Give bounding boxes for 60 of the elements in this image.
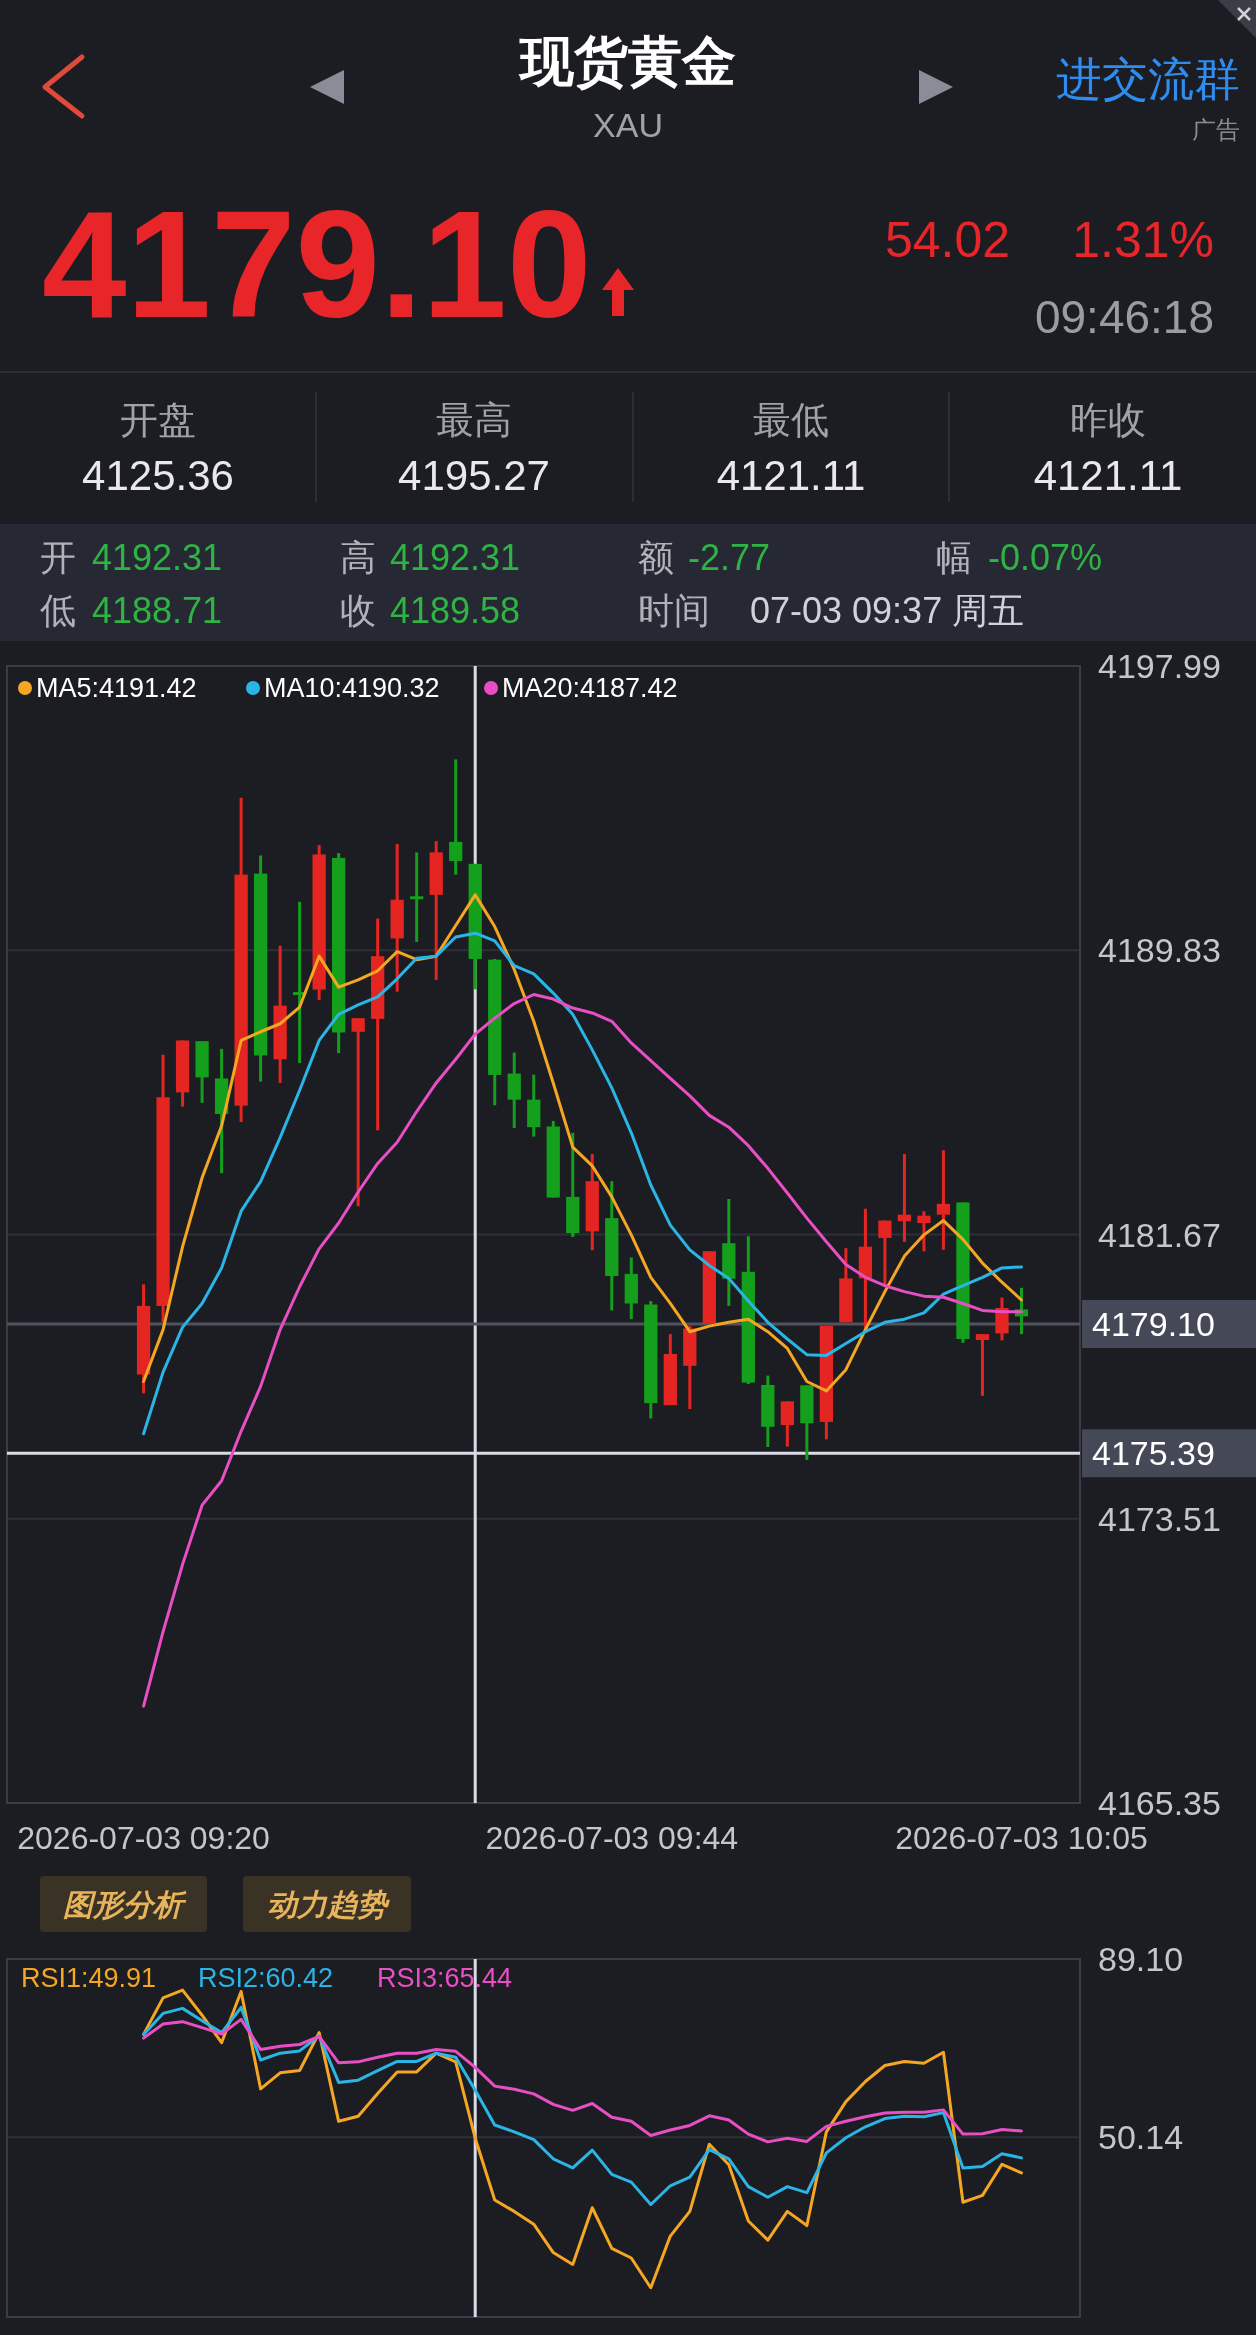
text: 4189.58	[390, 590, 521, 631]
text: 收	[340, 590, 376, 631]
y-tick-label: 50.14	[1098, 2118, 1184, 2157]
candlestick	[878, 1220, 892, 1287]
text: 1.31%	[1072, 212, 1214, 268]
text: -0.07%	[988, 537, 1103, 578]
x-tick-label: 2026-07-03 09:20	[17, 1820, 270, 1856]
text: 时间	[638, 590, 710, 631]
candlestick	[351, 1018, 365, 1207]
text: 开	[40, 537, 76, 578]
text: 昨收	[1070, 399, 1146, 441]
line-series	[142, 2017, 1023, 2144]
text: 幅	[936, 537, 972, 578]
text: 4188.71	[92, 590, 223, 631]
text: 4192.31	[92, 537, 223, 578]
candlestick	[975, 1334, 990, 1396]
y-tick-label: 4173.51	[1098, 1499, 1221, 1538]
text: 额	[638, 537, 674, 578]
text: 开盘	[120, 399, 196, 441]
text: 4179.10	[42, 179, 592, 349]
text: 54.02	[884, 212, 1010, 268]
y-tick-label: 4165.35	[1098, 1784, 1221, 1822]
text: 4195.27	[398, 452, 550, 499]
legend-label: MA20:4187.42	[502, 673, 678, 703]
text: 图形分析	[63, 1888, 187, 1921]
y-tick-label: 89.10	[1098, 1940, 1184, 1978]
y-tick-label: 4189.83	[1098, 931, 1221, 970]
text: 4125.36	[82, 452, 234, 499]
ref-line-label: 4175.39	[1092, 1434, 1215, 1473]
text: 4121.11	[1033, 452, 1183, 499]
y-tick-label: 4197.99	[1098, 647, 1221, 685]
legend-label: MA5:4191.42	[36, 673, 197, 703]
text: 动力趋势	[267, 1888, 390, 1921]
ref-line-label: 4179.10	[1092, 1305, 1215, 1344]
text: 最低	[753, 399, 829, 441]
text: 低	[40, 590, 76, 631]
text: 4192.31	[390, 537, 521, 578]
line-series	[142, 1988, 1023, 2290]
x-tick-label: 2026-07-03 09:44	[485, 1820, 739, 1856]
text: XAU	[593, 106, 663, 144]
text: 广告	[1192, 116, 1240, 143]
text: 09:46:18	[1034, 291, 1214, 343]
line-series	[142, 2005, 1023, 2207]
candlestick	[936, 1150, 951, 1250]
x-tick-label: 2026-07-03 10:05	[895, 1820, 1148, 1856]
legend-label: MA10:4190.32	[264, 673, 440, 703]
series-label: RSI2:60.42	[198, 1963, 334, 1993]
text: 现货黄金	[518, 31, 736, 91]
text: 高	[340, 537, 376, 578]
candlestick	[917, 1211, 931, 1253]
candlestick	[410, 852, 424, 942]
text: 最高	[436, 399, 512, 441]
text: 4121.11	[716, 452, 866, 499]
text: 07-03 09:37 周五	[750, 590, 1025, 631]
candlestick	[780, 1401, 794, 1447]
candlestick	[449, 759, 463, 875]
y-tick-label: 4181.67	[1098, 1215, 1221, 1254]
series-label: RSI1:49.91	[21, 1963, 157, 1993]
text: 进交流群	[1056, 53, 1240, 105]
text: -2.77	[688, 537, 771, 578]
